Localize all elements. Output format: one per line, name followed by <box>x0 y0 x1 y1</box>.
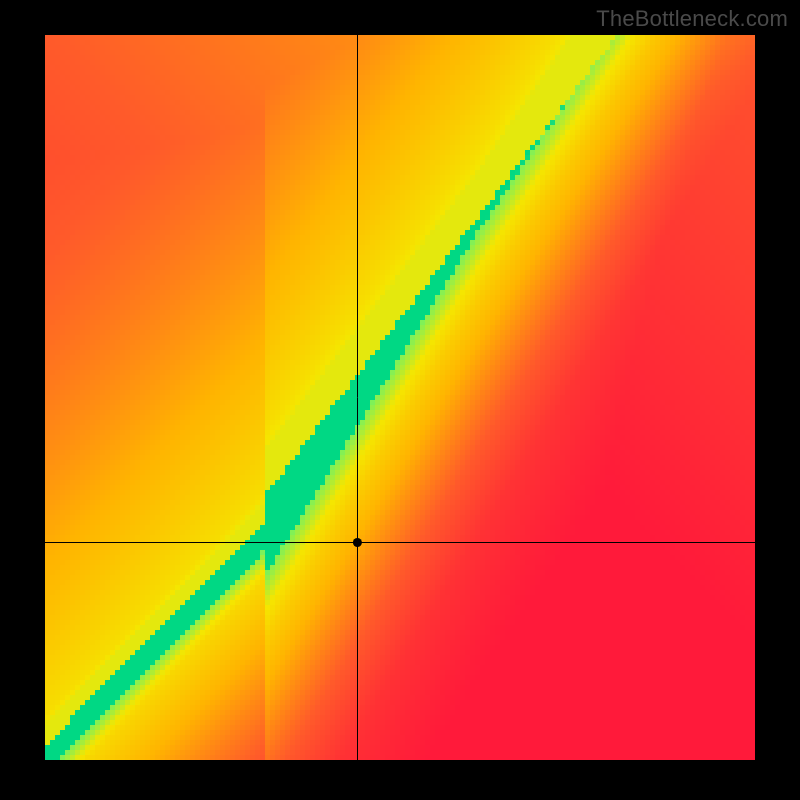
chart-stage: TheBottleneck.com <box>0 0 800 800</box>
watermark-text: TheBottleneck.com <box>596 6 788 32</box>
bottleneck-heatmap <box>45 35 755 760</box>
